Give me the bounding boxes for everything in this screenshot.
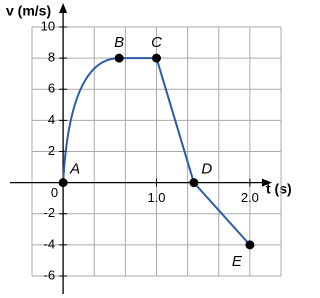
y-tick-label: 10: [41, 18, 55, 33]
y-tick-label: 2: [48, 143, 55, 158]
x-tick-label: 2.0: [241, 190, 259, 205]
chart: v (m/s) t (s) -6 -4 -2 2 4 6 8 10 0 1.0 2.0 A B C D E: [6, 3, 292, 294]
y-tick-label: -6: [44, 267, 56, 282]
x-tick-label: 1.0: [147, 190, 165, 205]
data-point: [58, 178, 68, 188]
data-point: [152, 53, 161, 63]
point-label: C: [151, 34, 162, 51]
y-axis-label: v (m/s): [6, 3, 51, 19]
y-tick-label: 4: [48, 112, 55, 127]
point-label: A: [69, 161, 80, 178]
point-label: E: [232, 253, 243, 270]
data-point: [189, 178, 199, 188]
x-axis-arrow: [262, 178, 272, 187]
x-axis-label: t (s): [266, 181, 292, 197]
point-label: D: [201, 161, 212, 178]
y-tick-label: -2: [44, 205, 56, 220]
y-tick-label: 6: [48, 81, 55, 96]
point-label: B: [114, 34, 124, 51]
y-tick-label: -4: [44, 236, 56, 251]
y-axis-arrow: [59, 3, 68, 13]
data-point: [245, 240, 255, 250]
x-tick-label: 0: [51, 185, 58, 200]
data-point: [114, 53, 124, 63]
y-tick-label: 8: [48, 50, 55, 65]
